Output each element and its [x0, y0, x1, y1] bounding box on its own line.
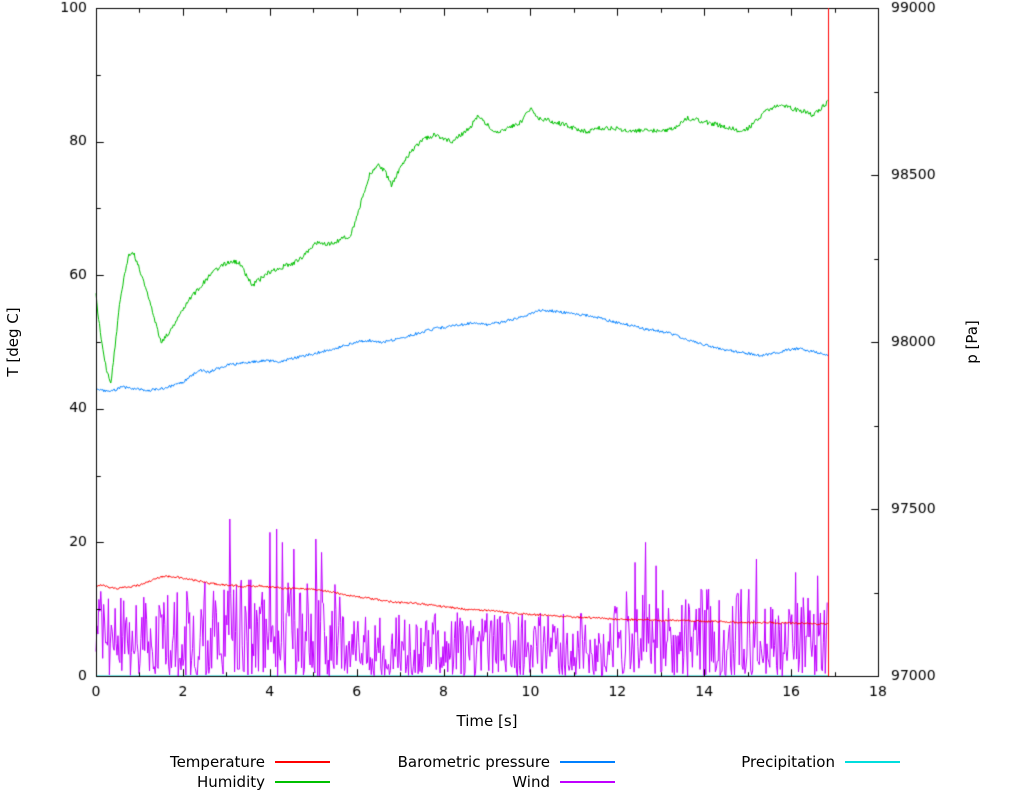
legend-line-sample-precipitation [845, 761, 900, 763]
x-axis-label: Time [s] [456, 712, 518, 730]
legend-item-temperature: Temperature [170, 752, 330, 772]
legend-line-sample-barometric-pressure [560, 761, 615, 763]
legend-label-wind: Wind [512, 773, 550, 791]
legend-label-humidity: Humidity [196, 773, 265, 791]
legend-label-precipitation: Precipitation [741, 753, 835, 771]
legend-item-barometric-pressure: Barometric pressure [398, 752, 615, 772]
legend-line-sample-temperature [275, 761, 330, 763]
legend-item-wind: Wind [512, 772, 615, 792]
y-axis-label-left: T [deg C] [4, 307, 22, 377]
legend-label-temperature: Temperature [169, 753, 265, 771]
legend-line-sample-wind [560, 781, 615, 783]
legend-item-humidity: Humidity [197, 772, 330, 792]
legend-label-barometric-pressure: Barometric pressure [397, 753, 550, 771]
y-axis-label-right: p [Pa] [963, 320, 981, 364]
legend-item-precipitation: Precipitation [741, 752, 900, 772]
legend-line-sample-humidity [275, 781, 330, 783]
